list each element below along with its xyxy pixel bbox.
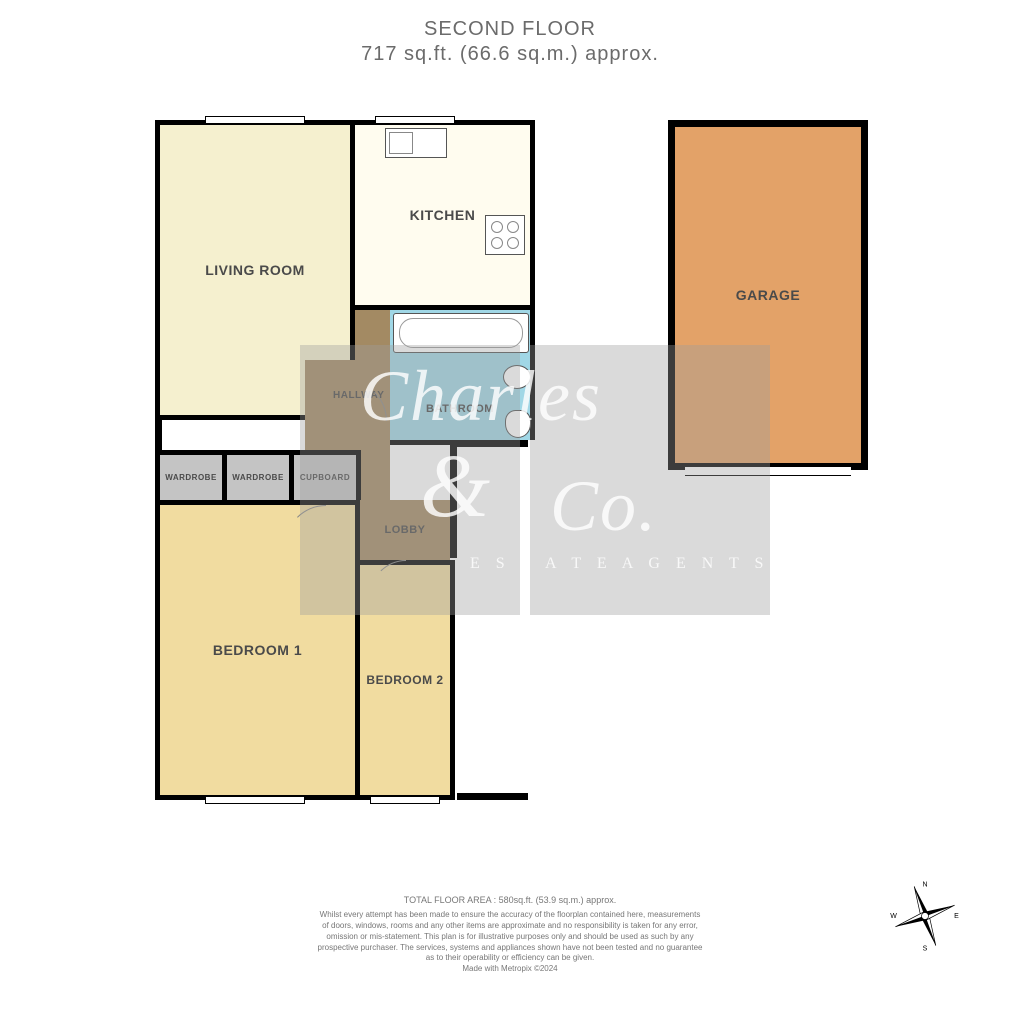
window-bed2: [370, 796, 440, 804]
floor-area: 717 sq.ft. (66.6 sq.m.) approx.: [0, 43, 1020, 66]
garage-door: [685, 466, 851, 476]
room-bedroom1: BEDROOM 1: [155, 500, 360, 800]
room-bedroom2: BEDROOM 2: [355, 560, 455, 800]
floorplan-header: SECOND FLOOR 717 sq.ft. (66.6 sq.m.) app…: [0, 18, 1020, 66]
label-bedroom2: BEDROOM 2: [366, 673, 443, 687]
bath-sink: [503, 365, 531, 389]
label-kitchen: KITCHEN: [410, 207, 476, 223]
label-living: LIVING ROOM: [205, 262, 305, 278]
label-bathroom: BATHROOM: [426, 403, 494, 415]
window-livingroom: [205, 116, 305, 124]
room-wardrobe1: WARDROBE: [155, 450, 227, 505]
svg-text:N: N: [922, 882, 927, 889]
label-bedroom1: BEDROOM 1: [213, 642, 302, 658]
label-garage: GARAGE: [736, 287, 800, 303]
total-area: TOTAL FLOOR AREA : 580sq.ft. (53.9 sq.m.…: [0, 894, 1020, 906]
room-lobby: LOBBY: [355, 500, 455, 565]
label-wardrobe1: WARDROBE: [165, 473, 217, 482]
room-wardrobe2: WARDROBE: [222, 450, 294, 505]
kitchen-stove: [485, 215, 525, 255]
label-cupboard: CUPBOARD: [300, 473, 350, 482]
toilet: [505, 410, 531, 438]
wm-co: Co.: [550, 465, 658, 548]
room-garage: GARAGE: [668, 120, 868, 470]
window-kitchen: [375, 116, 455, 124]
room-cupboard: CUPBOARD: [289, 450, 361, 505]
footer-disclaimer: TOTAL FLOOR AREA : 580sq.ft. (53.9 sq.m.…: [0, 894, 1020, 975]
window-bed1: [205, 796, 305, 804]
floorplan-main: LIVING ROOM KITCHEN BATHROOM HALLWAY WAR…: [155, 120, 535, 800]
label-wardrobe2: WARDROBE: [232, 473, 284, 482]
label-lobby: LOBBY: [385, 524, 426, 536]
floor-title: SECOND FLOOR: [0, 18, 1020, 41]
